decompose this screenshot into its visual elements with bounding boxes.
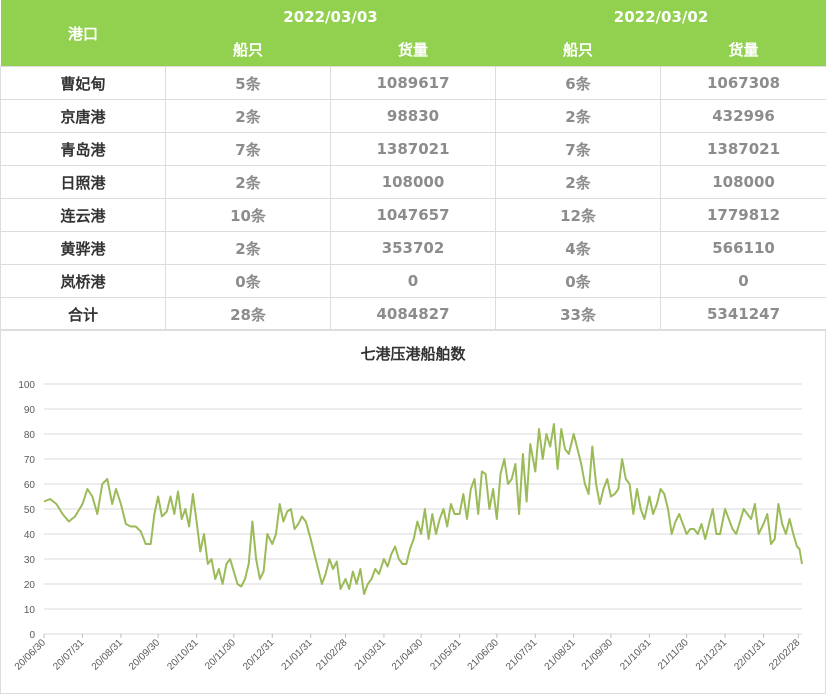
table-row: 合计 28条 4084827 33条 5341247 [0,297,826,331]
x-tick-label: 20/06/30 [13,637,49,673]
cell-ships2: 2条 [495,165,662,199]
cell-ships1: 0条 [165,264,331,298]
x-tick-label: 20/08/31 [90,637,126,673]
y-tick-label: 80 [24,430,36,441]
x-tick-label: 21/11/30 [656,637,691,672]
cell-volume1: 353702 [329,231,497,265]
x-tick-label: 22/01/31 [732,637,768,673]
x-tick-label: 21/01/31 [280,637,316,673]
cell-volume1: 108000 [329,165,497,199]
cell-ships2: 6条 [495,66,662,100]
x-tick-label: 20/09/30 [127,637,163,673]
port-table-body: 曹妃甸 5条 1089617 6条 1067308 京唐港 2条 98830 2条 432996 青… [0,66,826,331]
y-tick-label: 90 [24,405,36,416]
x-tick-label: 21/03/31 [353,637,389,673]
cell-ships1: 10条 [165,198,331,232]
cell-ships2: 2条 [495,99,662,133]
cell-volume1: 98830 [329,99,497,133]
y-tick-label: 20 [24,580,36,591]
cell-ships1: 2条 [165,99,331,133]
y-tick-label: 70 [24,455,36,466]
x-tick-label: 21/09/30 [580,637,616,673]
table-row: 岚桥港 0条 0 0条 0 [0,264,826,298]
cell-volume1: 4084827 [329,297,497,331]
cell-volume2: 566110 [660,231,826,265]
series-line [43,423,803,595]
y-tick-label: 40 [24,530,36,541]
cell-volume2: 432996 [660,99,826,133]
cell-volume1: 0 [329,264,497,298]
cell-port: 日照港 [0,165,166,199]
cell-volume2: 1067308 [660,66,826,100]
cell-ships1: 5条 [165,66,331,100]
cell-port: 青岛港 [0,132,166,166]
date-header-2: 2022/03/02 [495,0,826,33]
x-tick-label: 20/12/31 [241,637,277,673]
cell-ships1: 28条 [165,297,331,331]
y-tick-label: 0 [29,630,35,641]
date-header-1: 2022/03/03 [165,0,496,33]
cell-port: 连云港 [0,198,166,232]
x-tick-label: 21/06/30 [466,637,502,673]
x-tick-label: 21/04/30 [390,637,426,673]
x-tick-label: 20/07/31 [51,637,87,673]
x-tick-label: 20/11/30 [203,637,238,672]
x-tick-label: 21/12/31 [694,637,730,673]
cell-ships2: 12条 [495,198,662,232]
y-tick-label: 50 [24,505,36,516]
table-row: 日照港 2条 108000 2条 108000 [0,165,826,199]
cell-port: 合计 [0,297,166,331]
volume-header-1: 货量 [330,33,496,67]
cell-port: 岚桥港 [0,264,166,298]
cell-volume2: 108000 [660,165,826,199]
cell-volume1: 1089617 [329,66,497,100]
y-tick-label: 10 [24,605,36,616]
cell-volume1: 1387021 [329,132,497,166]
cell-ships1: 2条 [165,231,331,265]
cell-volume2: 5341247 [660,297,826,331]
port-header: 港口 [0,0,166,67]
x-tick-label: 21/10/31 [618,637,654,673]
ships-header-2: 船只 [495,33,661,67]
cell-ships2: 7条 [495,132,662,166]
x-tick-label: 21/07/31 [504,637,540,673]
y-tick-label: 100 [18,380,35,391]
cell-ships1: 2条 [165,165,331,199]
cell-port: 黄骅港 [0,231,166,265]
x-tick-label: 21/08/31 [543,637,579,673]
x-tick-label: 20/10/31 [165,637,201,673]
table-row: 黄骅港 2条 353702 4条 566110 [0,231,826,265]
x-tick-label: 22/02/28 [767,637,803,673]
cell-volume1: 1047657 [329,198,497,232]
cell-ships2: 33条 [495,297,662,331]
cell-ships1: 7条 [165,132,331,166]
cell-port: 京唐港 [0,99,166,133]
x-tick-label: 21/02/28 [314,637,350,673]
volume-header-2: 货量 [660,33,826,67]
table-row: 连云港 10条 1047657 12条 1779812 [0,198,826,232]
cell-ships2: 0条 [495,264,662,298]
table-row: 曹妃甸 5条 1089617 6条 1067308 [0,66,826,100]
y-tick-label: 60 [24,480,36,491]
port-table: 港口 2022/03/03 2022/03/02 船只 货量 船只 货量 曹妃甸… [0,0,826,331]
cell-volume2: 1779812 [660,198,826,232]
cell-volume2: 0 [660,264,826,298]
y-tick-label: 30 [24,555,36,566]
ships-header-1: 船只 [165,33,331,67]
chart-title: 七港压港船舶数 [360,345,466,363]
x-tick-label: 21/05/31 [428,637,464,673]
cell-port: 曹妃甸 [0,66,166,100]
table-row: 青岛港 7条 1387021 7条 1387021 [0,132,826,166]
cell-ships2: 4条 [495,231,662,265]
table-row: 京唐港 2条 98830 2条 432996 [0,99,826,133]
cell-volume2: 1387021 [660,132,826,166]
